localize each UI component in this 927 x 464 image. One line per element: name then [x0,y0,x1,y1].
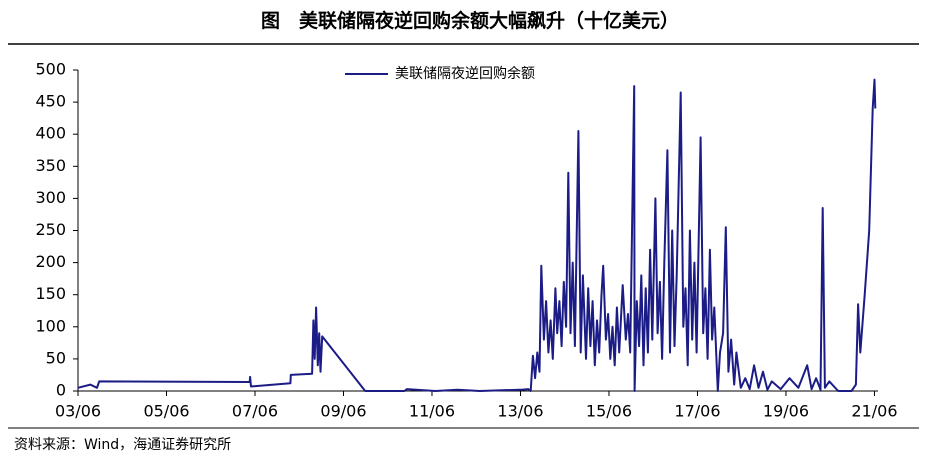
legend-label: 美联储隔夜逆回购余额 [395,65,535,82]
x-tick-label: 21/06 [851,402,897,421]
x-tick-label: 19/06 [763,402,809,421]
x-tick-label: 15/06 [586,402,632,421]
x-tick-label: 03/06 [55,402,101,421]
y-tick-label: 500 [35,60,66,79]
x-tick-label: 17/06 [674,402,720,421]
x-tick-label: 13/06 [497,402,543,421]
y-tick-label: 100 [35,316,66,335]
line [77,78,877,392]
y-tick-label: 400 [35,124,66,143]
x-tick-label: 09/06 [320,402,366,421]
x-tick-label: 11/06 [409,402,455,421]
y-tick-label: 250 [35,220,66,239]
x-tick-label: 07/06 [232,402,278,421]
y-tick-label: 200 [35,252,66,271]
x-tick-label: 05/06 [143,402,189,421]
y-tick-label: 350 [35,156,66,175]
source: 资料来源：Wind，海通证券研究所 [14,437,231,453]
y-tick-label: 0 [56,381,66,400]
y-tick-label: 300 [35,188,66,207]
y-tick-label: 450 [35,92,66,111]
y-tick-label: 150 [35,284,66,303]
y-tick-label: 50 [46,348,66,367]
chart-title: 图 美联储隔夜逆回购余额大幅飙升（十亿美元） [261,9,679,32]
